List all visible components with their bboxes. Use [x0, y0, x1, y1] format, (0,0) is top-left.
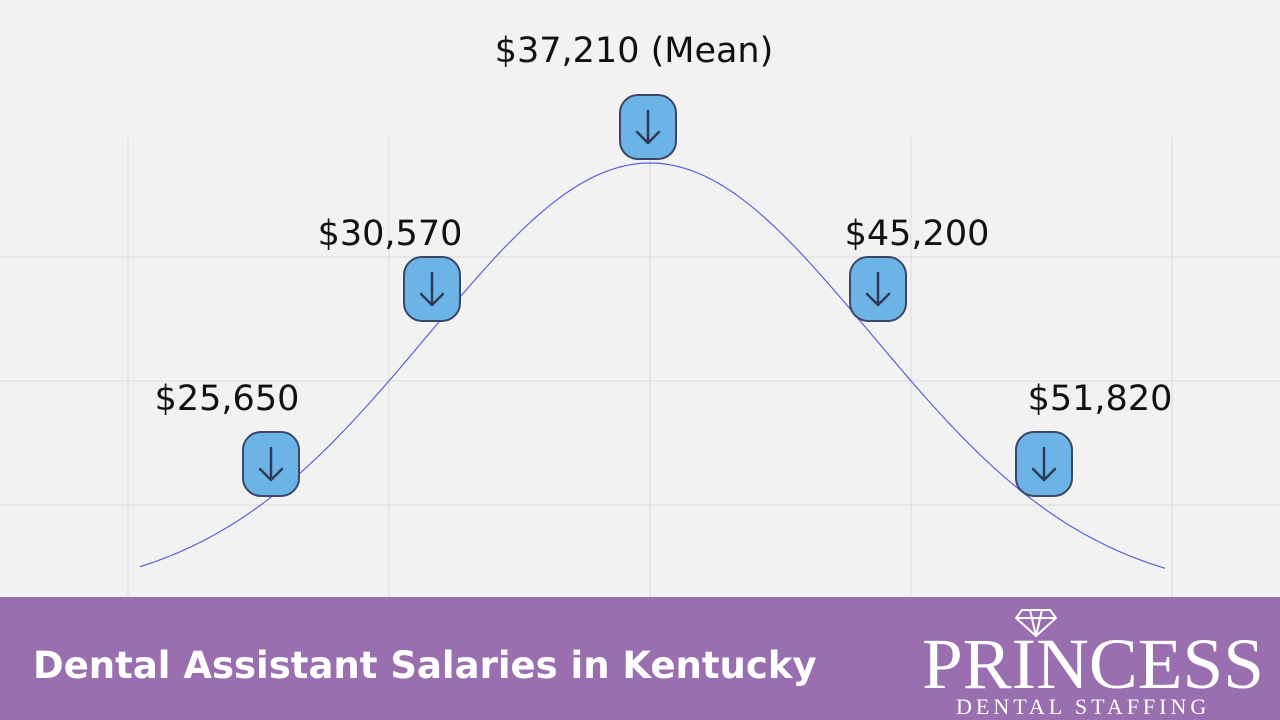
- marker-label: $37,210 (Mean): [495, 31, 774, 71]
- footer-bar: [0, 597, 1280, 720]
- logo-name: PRINCESS: [922, 624, 1264, 704]
- marker-arrow: [1031, 446, 1057, 482]
- marker-label: $25,650: [155, 379, 300, 419]
- markers: [242, 94, 1073, 497]
- logo-tagline: DENTAL STAFFING: [956, 694, 1210, 719]
- marker-arrow: [635, 109, 661, 145]
- logo-icon: [1014, 609, 1058, 638]
- marker-label: $30,570: [318, 214, 463, 254]
- marker-arrow: [865, 271, 891, 307]
- marker-icon: [242, 431, 300, 497]
- marker-arrow: [258, 446, 284, 482]
- marker-label: $51,820: [1028, 379, 1173, 419]
- marker-icon: [1015, 431, 1073, 497]
- footer-title: Dental Assistant Salaries in Kentucky: [33, 644, 817, 687]
- marker-arrow: [419, 271, 445, 307]
- bell-curve: [139, 162, 1166, 569]
- marker-icon: [619, 94, 677, 160]
- grid: [0, 137, 1280, 597]
- marker-icon: [403, 256, 461, 322]
- marker-label: $45,200: [845, 214, 990, 254]
- marker-icon: [849, 256, 907, 322]
